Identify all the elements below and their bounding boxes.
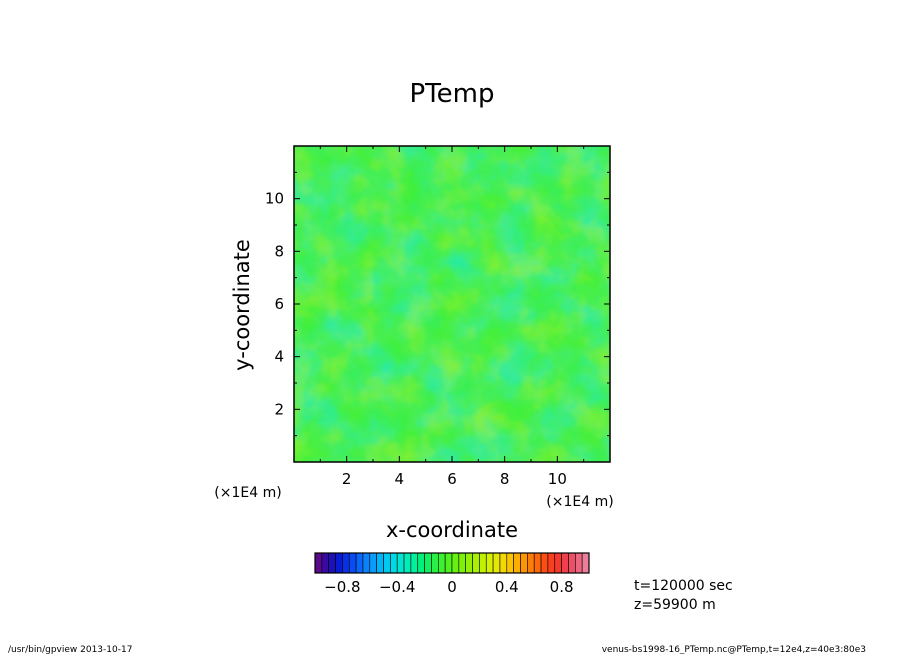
height-annotation: z=59900 m [634, 597, 716, 613]
colorbar-cell [485, 552, 494, 574]
colorbar-tick-label: 0.4 [495, 578, 519, 596]
colorbar-cell [458, 552, 467, 574]
y-axis: 2 4 6 8 10 [265, 171, 610, 437]
colorbar-cell [321, 552, 330, 574]
colorbar-cell [540, 552, 549, 574]
footer-program: /usr/bin/gpview 2013-10-17 [8, 645, 132, 654]
colorbar-frame [314, 552, 590, 574]
colorbar-cell [492, 552, 501, 574]
colorbar-cell [335, 552, 343, 574]
colorbar-cell [574, 552, 583, 574]
x-tick-label: 4 [395, 470, 405, 488]
colorbar-cell [554, 552, 562, 574]
colorbar-tick-label: 0 [447, 578, 457, 596]
colorbar-cell [533, 552, 542, 574]
colorbar-cell [513, 552, 521, 574]
colorbar-cell [479, 552, 487, 574]
y-tick-label: 8 [274, 242, 284, 260]
colorbar-cell [417, 552, 425, 574]
x-tick-label: 8 [500, 470, 510, 488]
heatmap-surface [294, 146, 610, 462]
colorbar-cell [403, 552, 412, 574]
colorbar-cell [472, 552, 480, 574]
x-axis: 2 4 6 8 10 [319, 146, 585, 488]
colorbar-cell [444, 552, 453, 574]
footer-source: venus-bs1998-16_PTemp.nc@PTemp,t=12e4,z=… [602, 645, 866, 654]
colorbar-cell [520, 552, 528, 574]
colorbar-cell [451, 552, 460, 574]
colorbar-cell [355, 552, 364, 574]
x-axis-unit: (×1E4 m) [546, 494, 613, 510]
heatmap-field [294, 146, 610, 462]
colorbar-ticks: −0.8 −0.4 0 0.4 0.8 [324, 578, 573, 596]
colorbar-cell [383, 552, 391, 574]
y-tick-label: 10 [265, 190, 284, 208]
colorbar-cell [581, 552, 590, 574]
y-tick-label: 4 [274, 348, 284, 366]
colorbar-cell [424, 552, 432, 574]
colorbar-cell [369, 552, 377, 574]
colorbar-cell [561, 552, 569, 574]
colorbar-cell [348, 552, 357, 574]
colorbar-cell [568, 552, 576, 574]
colorbar-cell [499, 552, 508, 574]
y-tick-label: 6 [274, 295, 284, 313]
colorbar-cell [328, 552, 336, 574]
x-tick-label: 10 [548, 470, 567, 488]
colorbar-cell [410, 552, 419, 574]
x-axis-title: x-coordinate [386, 518, 518, 542]
colorbar-cell [376, 552, 384, 574]
colorbar-tick-label: −0.8 [324, 578, 360, 596]
colorbar-cell [362, 552, 371, 574]
colorbar-cell [431, 552, 439, 574]
x-tick-label: 6 [447, 470, 457, 488]
colorbar-tick-label: −0.4 [379, 578, 415, 596]
colorbar-cell [547, 552, 556, 574]
colorbar [314, 552, 590, 574]
colorbar-cell [506, 552, 514, 574]
time-annotation: t=120000 sec [634, 578, 733, 594]
colorbar-cell [527, 552, 535, 574]
colorbar-tick-label: 0.8 [550, 578, 574, 596]
x-tick-label: 2 [342, 470, 352, 488]
colorbar-cell [342, 552, 350, 574]
colorbar-cell [465, 552, 473, 574]
colorbar-cell [390, 552, 398, 574]
y-axis-unit: (×1E4 m) [214, 485, 281, 501]
chart-title: PTemp [410, 79, 495, 109]
colorbar-cell [314, 552, 323, 574]
y-axis-title: y-coordinate [230, 239, 254, 371]
colorbar-cell [437, 552, 446, 574]
colorbar-cell [396, 552, 405, 574]
y-tick-label: 2 [274, 400, 284, 418]
